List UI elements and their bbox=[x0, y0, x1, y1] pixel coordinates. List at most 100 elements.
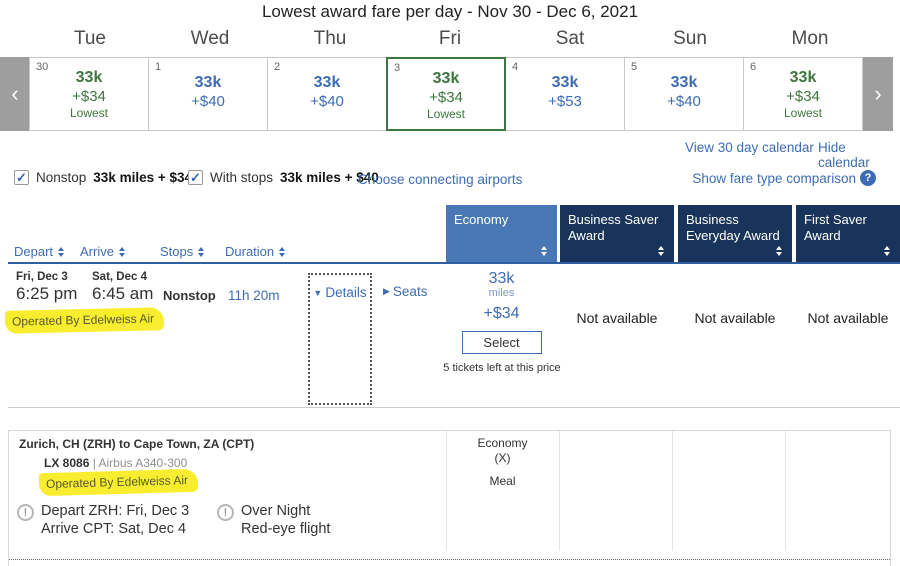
day-number: 5 bbox=[631, 61, 638, 73]
sort-icon bbox=[541, 246, 547, 256]
cell-miles: 33k bbox=[551, 74, 579, 91]
day-name-sat: Sat bbox=[555, 28, 585, 49]
business-saver-availability: Not available bbox=[576, 310, 658, 326]
column-header-business-saver[interactable]: Business Saver Award bbox=[560, 205, 674, 262]
day-name-thu: Thu bbox=[313, 28, 347, 49]
calendar-day-cell-dec6[interactable]: 6 33k +$34 Lowest bbox=[743, 57, 863, 131]
calendar-day-cell-dec4[interactable]: 4 33k +$53 bbox=[505, 57, 625, 131]
select-button[interactable]: Select bbox=[461, 331, 542, 354]
depart-date: Fri, Dec 3 bbox=[16, 271, 68, 283]
arrive-time: 6:45 am bbox=[92, 284, 154, 303]
help-icon[interactable]: ? bbox=[860, 170, 876, 186]
sort-label: Arrive bbox=[80, 244, 114, 259]
meal-service: Meal bbox=[489, 474, 516, 488]
with-stops-filter: ✓ With stops 33k miles + $40 bbox=[188, 170, 379, 185]
calendar-day-cell-dec1[interactable]: 1 33k +$40 bbox=[148, 57, 268, 131]
arrive-date: Sat, Dec 4 bbox=[92, 271, 147, 283]
sort-header-stops[interactable]: Stops bbox=[160, 244, 205, 259]
seats-button[interactable]: ▶ Seats bbox=[383, 284, 427, 299]
cell-miles: 33k bbox=[75, 69, 103, 86]
sort-header-duration[interactable]: Duration bbox=[225, 244, 286, 259]
day-number: 2 bbox=[274, 61, 281, 73]
sort-icon bbox=[776, 246, 782, 256]
sort-header-arrive[interactable]: Arrive bbox=[80, 244, 125, 259]
redeye-label: Red-eye flight bbox=[241, 521, 331, 537]
tickets-left-note: 5 tickets left at this price bbox=[443, 362, 561, 374]
day-name-mon: Mon bbox=[791, 28, 829, 49]
day-number: 3 bbox=[394, 62, 401, 74]
calendar-next-button[interactable]: › bbox=[863, 57, 893, 131]
chevron-right-icon: › bbox=[874, 81, 882, 106]
sort-label: Depart bbox=[14, 244, 54, 259]
sort-label: Stops bbox=[160, 244, 194, 259]
flight-details-card: Zurich, CH (ZRH) to Cape Town, ZA (CPT) … bbox=[8, 430, 891, 566]
route-title: Zurich, CH (ZRH) to Cape Town, ZA (CPT) bbox=[19, 437, 255, 451]
exclamation-glyph: ! bbox=[23, 506, 28, 519]
check-icon: ✓ bbox=[16, 169, 27, 185]
sort-icon bbox=[279, 246, 286, 257]
cell-fee: +$34 bbox=[429, 89, 463, 106]
cell-fee: +$53 bbox=[548, 93, 582, 110]
operated-by-text: Operated By Edelweiss Air bbox=[4, 307, 165, 334]
nonstop-filter: ✓ Nonstop 33k miles + $34 bbox=[14, 170, 192, 185]
cell-miles: 33k bbox=[789, 69, 817, 86]
cell-miles: 33k bbox=[432, 70, 460, 87]
with-stops-fare: 33k miles + $40 bbox=[280, 170, 379, 185]
cell-fee: +$40 bbox=[310, 93, 344, 110]
show-fare-type-comparison-link[interactable]: Show fare type comparison bbox=[692, 170, 856, 186]
day-number: 4 bbox=[512, 61, 519, 73]
aircraft-type: Airbus A340-300 bbox=[98, 456, 188, 470]
column-header-economy[interactable]: Economy bbox=[446, 205, 557, 262]
seats-label: Seats bbox=[392, 284, 428, 299]
lowest-tag: Lowest bbox=[426, 107, 466, 121]
fare-calendar-strip: ‹ 30 33k +$34 Lowest 1 33k +$40 2 33k +$… bbox=[0, 57, 900, 131]
operated-by-text: Operated By Edelweiss Air bbox=[38, 468, 199, 497]
economy-miles: 33k bbox=[488, 270, 515, 287]
alert-circle-icon: ! bbox=[17, 504, 34, 521]
check-icon: ✓ bbox=[190, 169, 201, 185]
column-header-business-everyday[interactable]: Business Everyday Award bbox=[678, 205, 792, 262]
with-stops-label: With stops bbox=[210, 170, 274, 185]
view-30-day-calendar-link[interactable]: View 30 day calendar bbox=[685, 140, 814, 155]
duration-value: 11h 20m bbox=[228, 288, 280, 303]
column-label: Economy bbox=[454, 212, 509, 227]
depart-info: Depart ZRH: Fri, Dec 3 bbox=[41, 503, 190, 519]
cell-fee: +$40 bbox=[191, 93, 225, 110]
day-number: 6 bbox=[750, 61, 757, 73]
sort-icon bbox=[884, 246, 890, 256]
hide-calendar-link[interactable]: Hide calendar bbox=[818, 140, 870, 170]
details-focus-outline: ▼ Details bbox=[308, 273, 372, 405]
nonstop-checkbox[interactable]: ✓ bbox=[14, 170, 29, 185]
sort-icon bbox=[198, 246, 205, 257]
column-label: First Saver Award bbox=[804, 212, 867, 244]
details-button[interactable]: ▼ Details bbox=[310, 285, 370, 300]
overnight-label: Over Night bbox=[241, 503, 311, 519]
calendar-day-cell-nov30[interactable]: 30 33k +$34 Lowest bbox=[29, 57, 149, 131]
calendar-prev-button[interactable]: ‹ bbox=[0, 57, 30, 131]
column-divider bbox=[785, 431, 786, 551]
operated-by-highlight: Operated By Edelweiss Air bbox=[38, 468, 199, 497]
cell-miles: 33k bbox=[313, 74, 341, 91]
day-number: 1 bbox=[155, 61, 162, 73]
calendar-day-cell-dec2[interactable]: 2 33k +$40 bbox=[267, 57, 387, 131]
triangle-right-icon: ▶ bbox=[383, 286, 390, 296]
calendar-day-cell-dec5[interactable]: 5 33k +$40 bbox=[624, 57, 744, 131]
calendar-day-cell-dec3-selected[interactable]: 3 33k +$34 Lowest bbox=[386, 57, 506, 131]
choose-connecting-airports-link[interactable]: Choose connecting airports bbox=[358, 172, 523, 187]
economy-miles-unit: miles bbox=[488, 287, 515, 299]
exclamation-glyph: ! bbox=[223, 506, 228, 519]
nonstop-fare: 33k miles + $34 bbox=[93, 170, 193, 185]
first-saver-availability: Not available bbox=[807, 310, 889, 326]
arrive-info: Arrive CPT: Sat, Dec 4 bbox=[41, 521, 187, 537]
depart-time: 6:25 pm bbox=[16, 284, 78, 303]
cell-miles: 33k bbox=[194, 74, 222, 91]
cell-fee: +$34 bbox=[72, 88, 106, 105]
sort-label: Duration bbox=[225, 244, 275, 259]
cell-miles: 33k bbox=[670, 74, 698, 91]
with-stops-checkbox[interactable]: ✓ bbox=[188, 170, 203, 185]
sort-header-depart[interactable]: Depart bbox=[14, 244, 65, 259]
column-header-first-saver[interactable]: First Saver Award bbox=[796, 205, 900, 262]
cabin-name: Economy bbox=[477, 436, 528, 450]
day-name-fri: Fri bbox=[438, 28, 462, 49]
column-divider bbox=[446, 431, 447, 551]
